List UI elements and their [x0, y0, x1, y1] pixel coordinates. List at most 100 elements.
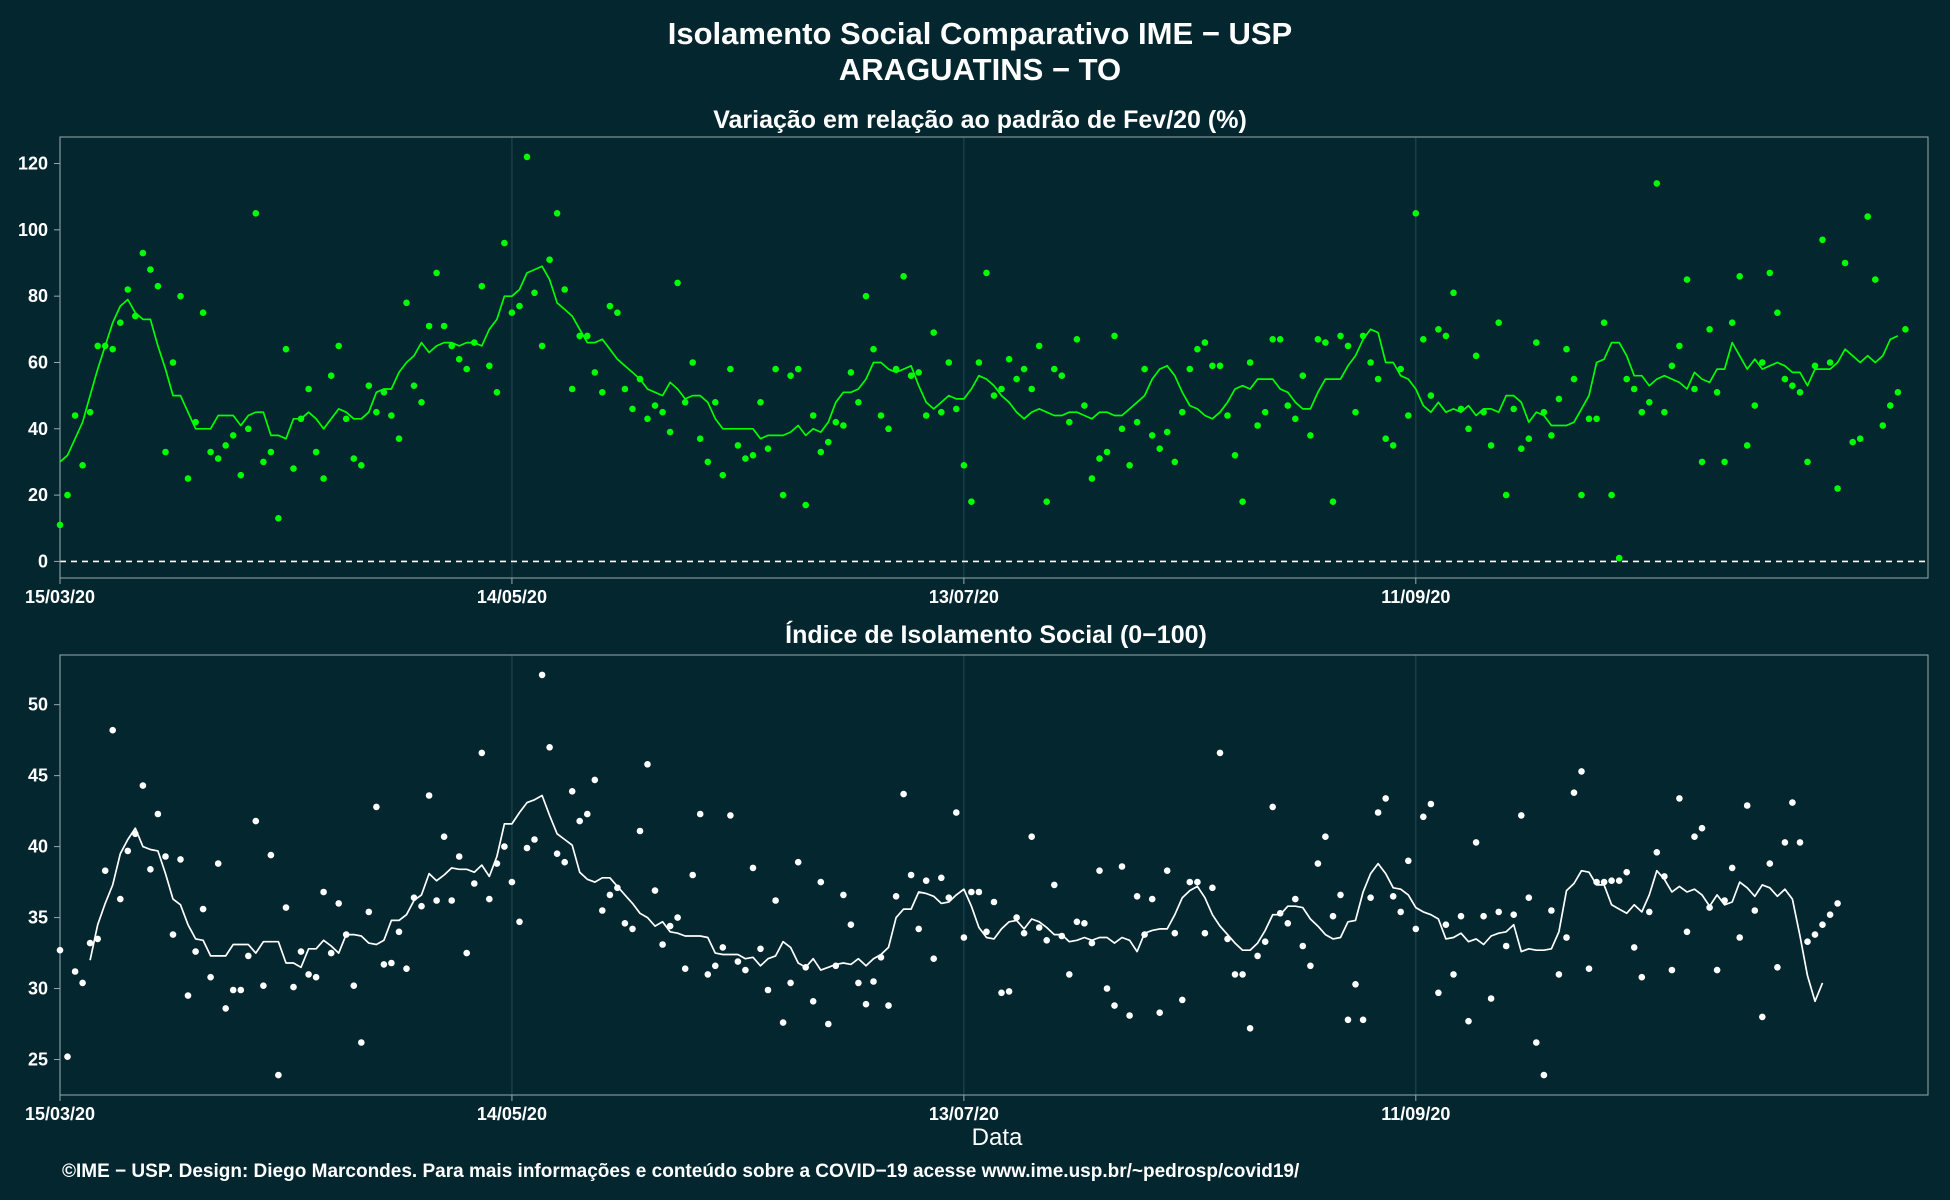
top-chart-data-point [237, 471, 245, 479]
top-chart-data-point [779, 491, 787, 499]
bottom-chart-data-point [433, 897, 440, 904]
top-chart-data-point [930, 329, 937, 336]
top-chart-data-point [832, 418, 840, 426]
top-chart-data-point [772, 365, 779, 373]
bottom-chart-data-point [576, 817, 583, 825]
top-chart-data-point [493, 389, 501, 396]
bottom-chart-data-point [666, 922, 674, 930]
top-chart-data-point [508, 309, 516, 317]
bottom-chart-data-point [968, 888, 975, 896]
bottom-chart-data-point [1751, 907, 1759, 914]
bottom-chart-data-point [358, 1039, 365, 1046]
bottom-chart-title: Índice de Isolamento Social (0−100) [785, 620, 1207, 649]
bottom-chart-data-point [214, 860, 222, 867]
bottom-chart-data-point [561, 858, 568, 866]
top-chart-data-point [365, 382, 373, 390]
top-chart-data-point [1284, 402, 1292, 409]
bottom-chart-y-tick-label: 50 [28, 695, 48, 715]
top-chart-data-point [117, 319, 124, 327]
bottom-chart-data-point [764, 986, 772, 994]
bottom-chart-data-point [1299, 942, 1307, 950]
bottom-chart-data-point [350, 982, 358, 989]
bottom-chart-data-point [584, 810, 591, 818]
top-chart-data-point [1035, 342, 1043, 350]
top-chart-data-point [1766, 269, 1774, 277]
top-chart-data-point [380, 389, 388, 396]
bottom-chart-data-point [1103, 985, 1111, 992]
bottom-chart-plot-area [59, 654, 1929, 1096]
bottom-chart-x-tick-label: 15/03/20 [25, 1104, 95, 1124]
top-chart-data-point [1691, 385, 1698, 393]
top-chart-data-point [1299, 372, 1307, 380]
bottom-chart-data-point [1713, 966, 1721, 974]
bottom-chart-data-point [493, 860, 501, 867]
top-chart-data-point [64, 491, 71, 499]
bottom-chart-data-point [1442, 921, 1450, 928]
bottom-chart-data-point [629, 925, 636, 933]
bottom-chart-data-point [855, 979, 862, 987]
top-chart-data-point [410, 382, 418, 390]
top-chart-data-point [1646, 399, 1653, 406]
bottom-chart-data-point [516, 918, 523, 926]
bottom-chart-data-point [71, 968, 79, 975]
top-chart-data-point [1141, 365, 1148, 373]
bottom-chart-data-point [147, 866, 154, 873]
top-chart-data-point [1397, 365, 1404, 373]
top-chart-data-point [1472, 352, 1480, 360]
bottom-chart-data-point [1728, 864, 1736, 872]
bottom-chart-data-point [290, 983, 297, 991]
bottom-chart-data-point [1186, 878, 1194, 886]
bottom-chart-data-point [749, 864, 757, 872]
bottom-chart-data-point [1721, 897, 1728, 904]
top-chart-data-point [1751, 402, 1759, 409]
bottom-chart-data-point [380, 961, 388, 968]
top-chart-data-point [1389, 442, 1397, 449]
top-chart-data-point [855, 399, 862, 406]
bottom-chart-data-point [1081, 920, 1088, 927]
bottom-chart-data-point [1367, 894, 1374, 901]
bottom-chart-data-point [742, 966, 749, 974]
top-chart-data-point [1811, 362, 1819, 370]
bottom-chart-data-point [862, 1000, 870, 1008]
top-chart-data-point [1066, 418, 1073, 426]
top-chart-data-point [998, 385, 1005, 393]
top-chart-data-point [1721, 458, 1728, 466]
top-chart-data-point [320, 475, 327, 482]
bottom-chart-data-point [1035, 924, 1043, 931]
bottom-chart-data-point [222, 1005, 229, 1012]
top-chart-data-point [1563, 345, 1570, 353]
bottom-chart-data-point [1148, 895, 1156, 903]
top-chart-data-point [425, 322, 433, 330]
bottom-chart-data-point [591, 776, 599, 784]
top-chart-data-point [305, 385, 312, 393]
bottom-chart-data-point [546, 744, 553, 751]
bottom-chart-data-point [373, 803, 380, 811]
bottom-chart-data-point [260, 982, 267, 989]
top-chart-data-point [139, 249, 147, 257]
top-chart-data-point [1276, 336, 1284, 343]
bottom-chart-data-point [463, 949, 471, 957]
bottom-chart-data-point [1698, 824, 1706, 832]
bottom-chart-data-point [659, 941, 666, 948]
bottom-chart-data-point [1066, 971, 1073, 978]
top-chart-data-point [1698, 458, 1706, 466]
top-chart-data-point [1352, 408, 1359, 416]
top-chart-data-point [350, 455, 358, 462]
bottom-chart-y-tick-label: 40 [28, 837, 48, 857]
top-chart-data-point [1796, 389, 1804, 396]
top-chart-data-point [1292, 415, 1299, 423]
top-chart-data-point [1593, 415, 1600, 423]
top-chart-data-point [1465, 425, 1472, 433]
bottom-chart-data-point [1457, 912, 1465, 920]
bottom-chart-data-point [1269, 803, 1276, 811]
footer-credit: ©IME − USP. Design: Diego Marcondes. Par… [62, 1161, 1300, 1182]
top-chart-data-point [1058, 372, 1066, 380]
top-chart-data-point [1849, 438, 1856, 446]
bottom-chart-data-point [1209, 884, 1216, 892]
bottom-chart-data-point [56, 946, 64, 954]
bottom-chart-data-point [1585, 965, 1593, 972]
top-chart-data-point [787, 372, 794, 380]
bottom-chart-data-point [975, 888, 983, 896]
bottom-chart-data-point [1141, 931, 1148, 938]
